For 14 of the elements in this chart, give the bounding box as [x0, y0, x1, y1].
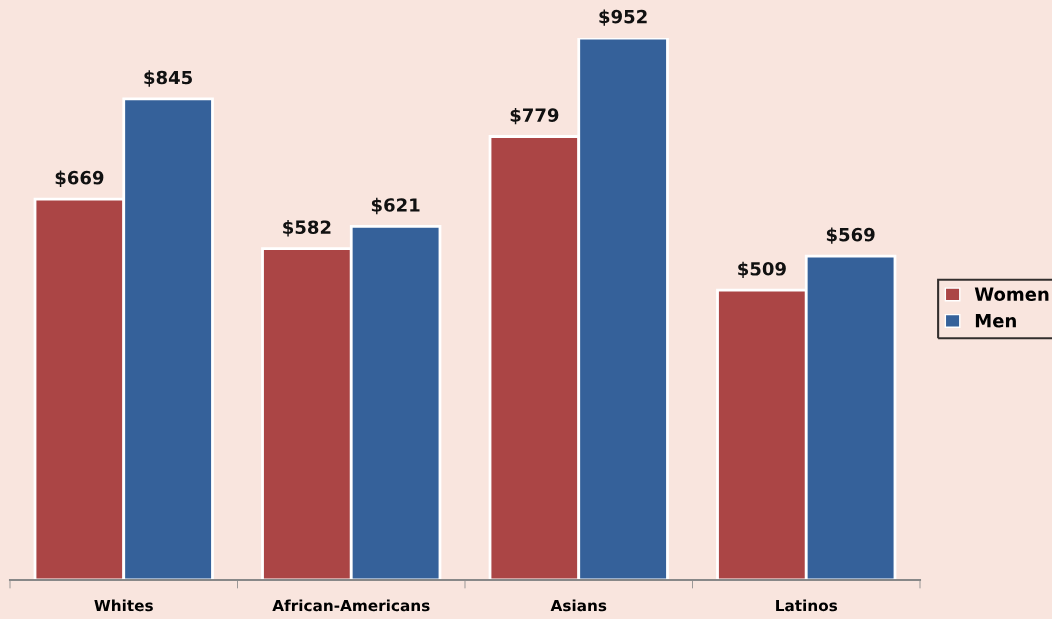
data-label: $779 — [510, 107, 559, 125]
data-label: $669 — [55, 170, 104, 187]
legend-label: Women — [974, 287, 1049, 301]
data-label: $952 — [599, 9, 647, 26]
data-label: $621 — [371, 197, 420, 215]
data-label: $582 — [283, 220, 331, 237]
x-tick-label: Latinos — [776, 599, 838, 612]
x-tick-label: African-Americans — [272, 599, 430, 612]
x-tick-label: Asians — [550, 599, 607, 612]
legend-label: Men — [975, 314, 1016, 328]
x-tick-label: Whites — [94, 599, 153, 612]
data-label: $509 — [738, 261, 786, 278]
data-label: $569 — [826, 227, 875, 244]
data-label: $845 — [144, 70, 192, 87]
